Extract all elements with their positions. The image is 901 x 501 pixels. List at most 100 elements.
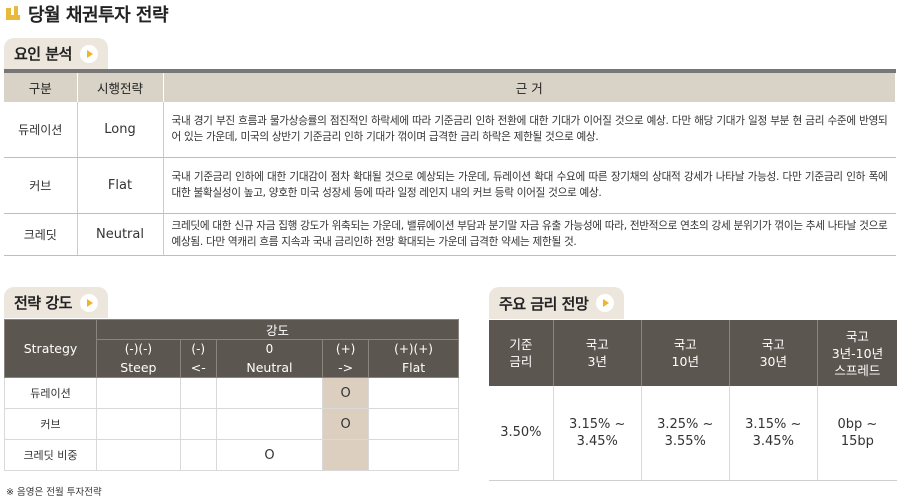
strength-cell-highlighted: O	[322, 408, 370, 440]
rate-value-line: 3.25% ~	[657, 416, 714, 432]
shading-note: ※ 음영은 전월 투자전략	[6, 487, 102, 498]
level-top: (-)	[179, 339, 217, 358]
rate-header-line: 금리	[509, 354, 533, 369]
rate-section-header: 주요 금리 전망	[489, 287, 625, 319]
factor-table-header-row: 구분 시행전략 근 거	[4, 71, 896, 102]
strength-group-header: 강도	[96, 319, 459, 340]
rate-header-ktb-10y: 국고 10년	[641, 320, 730, 386]
strength-cell	[215, 377, 324, 409]
strength-cell	[215, 408, 324, 440]
strength-cell	[179, 377, 217, 409]
rate-header-line: 10년	[671, 354, 699, 369]
level-bottom: Neutral	[215, 357, 324, 378]
strategy-cell: Flat	[77, 157, 164, 214]
header-strategy: 시행전략	[77, 71, 164, 102]
play-icon[interactable]	[596, 294, 615, 312]
strength-cell	[179, 408, 217, 440]
section-divider	[4, 69, 896, 71]
rate-header-line: 국고	[761, 337, 785, 352]
strength-table: Strategy 강도 (-)(-) (-) 0 (+) (+)(+) Stee…	[4, 319, 459, 471]
rate-value-ktb-3y: 3.15% ~3.45%	[553, 386, 642, 481]
level-bottom: ->	[322, 357, 370, 378]
rate-section-tab[interactable]: 주요 금리 전망	[489, 287, 625, 319]
level-top: (-)(-)	[96, 339, 181, 358]
reason-cell: 국내 경기 부진 흐름과 물가상승률의 점진적인 하락세에 따라 기준금리 인하…	[163, 102, 896, 158]
level-top: 0	[215, 339, 324, 358]
rate-header-line: 국고	[585, 337, 609, 352]
rate-header-ktb-3y: 국고 3년	[553, 320, 642, 386]
strength-level-row: Steep <- Neutral -> Flat	[5, 357, 459, 378]
rate-header-line: 국고	[673, 337, 697, 352]
title-bracket-icon	[6, 6, 20, 22]
rate-value-line: 15bp	[840, 433, 874, 449]
category-cell: 크레딧	[4, 213, 78, 256]
rate-value-base-rate: 3.50%	[489, 386, 554, 481]
rate-value-line: 3.45%	[576, 433, 618, 449]
rate-value-line: 3.45%	[752, 433, 794, 449]
table-row: 커브 Flat 국내 기준금리 인하에 대한 기대감이 점차 확대될 것으로 예…	[4, 157, 896, 214]
play-icon[interactable]	[79, 293, 98, 312]
factor-section-header: 요인 분석	[4, 38, 108, 69]
rate-value-line: 3.15% ~	[569, 416, 626, 432]
rate-header-line: 3년	[587, 354, 607, 369]
level-bottom: <-	[179, 357, 217, 378]
strength-row-label: 크레딧 비중	[4, 439, 97, 471]
strength-cell-highlighted	[322, 439, 370, 471]
strength-cell	[368, 439, 459, 471]
strength-section-header: 전략 강도	[4, 287, 108, 318]
strength-header-row: Strategy 강도	[4, 319, 459, 378]
rate-value-line: 3.50%	[500, 425, 542, 441]
reason-cell: 국내 기준금리 인하에 대한 기대감이 점차 확대될 것으로 예상되는 가운데,…	[163, 157, 896, 214]
factor-section-tab[interactable]: 요인 분석	[4, 38, 108, 69]
rate-value-line: 3.55%	[664, 433, 706, 449]
reason-cell: 크레딧에 대한 신규 자금 집행 강도가 위축되는 가운데, 밸류에이션 부담과…	[163, 213, 896, 256]
rate-section-title: 주요 금리 전망	[499, 294, 589, 313]
strength-section-title: 전략 강도	[14, 294, 72, 312]
table-row: 3.50% 3.15% ~3.45% 3.25% ~3.55% 3.15% ~3…	[489, 386, 897, 481]
table-row: 커브 O	[4, 408, 459, 440]
strength-cell	[179, 439, 217, 471]
rate-value-ktb-10y: 3.25% ~3.55%	[641, 386, 730, 481]
rate-header-line: 3년-10년	[831, 345, 884, 361]
factor-table: 구분 시행전략 근 거 듀레이션 Long 국내 경기 부진 흐름과 물가상승률…	[4, 71, 896, 256]
rate-value-ktb-30y: 3.15% ~3.45%	[729, 386, 818, 481]
page-title-text: 당월 채권투자 전략	[28, 5, 169, 26]
strength-cell	[96, 439, 181, 471]
category-cell: 듀레이션	[4, 102, 78, 158]
rate-header-spread: 국고 3년-10년 스프레드	[817, 320, 897, 386]
strategy-cell: Neutral	[77, 213, 164, 256]
page-title: 당월 채권투자 전략	[6, 3, 169, 26]
category-cell: 커브	[4, 157, 78, 214]
strategy-cell: Long	[77, 102, 164, 158]
level-top: (+)(+)	[368, 339, 459, 358]
rate-header-line: 국고	[845, 328, 869, 344]
rate-header-line: 30년	[759, 354, 787, 369]
strength-row-label: 커브	[4, 408, 97, 440]
play-icon[interactable]	[79, 44, 98, 63]
strength-row-label: 듀레이션	[4, 377, 97, 409]
level-top: (+)	[322, 339, 370, 358]
strength-section-tab[interactable]: 전략 강도	[4, 287, 108, 318]
strength-cell	[368, 408, 459, 440]
strength-cell	[368, 377, 459, 409]
header-reason: 근 거	[163, 71, 896, 102]
level-bottom: Flat	[368, 357, 459, 378]
strength-cell: O	[215, 439, 324, 471]
rate-header-ktb-30y: 국고 30년	[729, 320, 818, 386]
strategy-header: Strategy	[4, 319, 97, 378]
rate-value-line: 3.15% ~	[745, 416, 802, 432]
strength-cell	[96, 408, 181, 440]
header-category: 구분	[4, 71, 78, 102]
strength-cell-highlighted: O	[322, 377, 370, 409]
factor-section-title: 요인 분석	[14, 45, 72, 63]
rate-value-spread: 0bp ~15bp	[817, 386, 897, 481]
strength-level-row: (-)(-) (-) 0 (+) (+)(+)	[5, 339, 459, 358]
strength-cell	[96, 377, 181, 409]
rate-header-line: 기준	[509, 337, 533, 352]
table-row: 듀레이션 O	[4, 377, 459, 409]
table-row: 크레딧 비중 O	[4, 439, 459, 471]
table-row: 크레딧 Neutral 크레딧에 대한 신규 자금 집행 강도가 위축되는 가운…	[4, 213, 896, 256]
